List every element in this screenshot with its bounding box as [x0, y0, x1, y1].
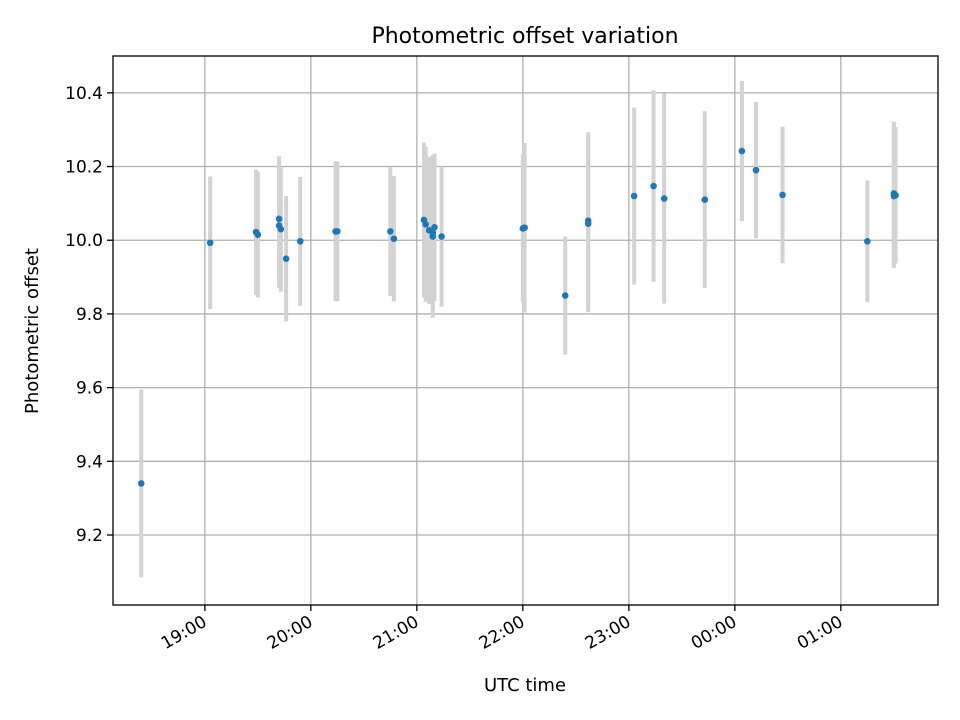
- data-point: [561, 292, 569, 299]
- y-tick-label: 10.0: [65, 231, 103, 251]
- data-point: [277, 225, 285, 233]
- data-point: [387, 228, 394, 235]
- data-point: [864, 238, 871, 245]
- x-tick-label: 01:00: [794, 612, 846, 654]
- data-point: [660, 195, 668, 202]
- x-axis-label: UTC time: [484, 675, 566, 696]
- y-tick-label: 9.4: [76, 452, 103, 472]
- ticks: 19:00 20:00 21:00 22:00 23:00 00:00 01:00 9.2 9.…: [65, 84, 846, 654]
- errorbars: [139, 81, 898, 578]
- x-tick-label: 21:00: [370, 612, 422, 654]
- x-tick-label: 23:00: [582, 612, 634, 654]
- data-point: [584, 220, 592, 227]
- data-point: [334, 228, 341, 235]
- data-point: [390, 235, 398, 243]
- y-tick-label: 9.2: [76, 526, 103, 546]
- y-tick-label: 9.6: [76, 379, 103, 399]
- y-tick-label: 9.8: [76, 305, 103, 325]
- data-point: [137, 480, 145, 487]
- data-point: [521, 224, 528, 232]
- data-point: [282, 255, 290, 262]
- grid: [113, 56, 938, 605]
- plot-frame: [112, 55, 939, 606]
- data-points: [137, 147, 899, 487]
- x-tick-label: 19:00: [158, 612, 210, 654]
- data-point: [630, 192, 638, 200]
- data-point: [296, 238, 304, 245]
- x-tick-label: 20:00: [264, 612, 316, 654]
- data-point: [752, 166, 760, 174]
- y-tick-label: 10.4: [65, 84, 103, 104]
- y-tick-label: 10.2: [65, 158, 103, 178]
- data-point: [206, 239, 214, 247]
- data-point: [275, 215, 283, 223]
- data-point: [650, 182, 657, 190]
- data-point: [701, 196, 709, 203]
- data-point: [431, 224, 438, 231]
- x-tick-label: 00:00: [688, 612, 740, 654]
- chart-title: Photometric offset variation: [371, 24, 678, 49]
- data-point: [738, 147, 746, 155]
- y-axis-label: Photometric offset: [22, 248, 43, 414]
- data-point: [254, 231, 262, 239]
- data-point: [438, 233, 445, 240]
- data-point: [892, 191, 899, 199]
- data-point: [422, 221, 429, 228]
- data-point: [779, 191, 786, 199]
- data-point: [429, 233, 437, 240]
- x-tick-label: 22:00: [476, 612, 528, 654]
